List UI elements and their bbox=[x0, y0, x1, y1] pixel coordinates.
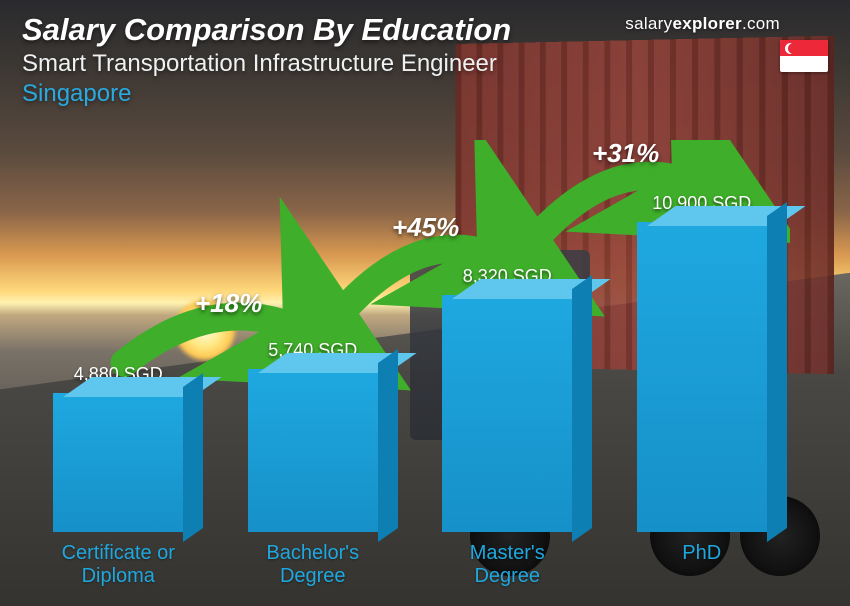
bar-3: 10,900 SGD bbox=[614, 193, 791, 532]
bar-2: 8,320 SGD bbox=[419, 266, 596, 532]
labels-container: Certificate orDiploma Bachelor'sDegree Mas… bbox=[30, 542, 790, 588]
chart-subtitle: Smart Transportation Infrastructure Engi… bbox=[22, 50, 828, 78]
brand-prefix: salary bbox=[625, 14, 672, 33]
bar-shape bbox=[442, 295, 572, 532]
category-label: Bachelor'sDegree bbox=[225, 542, 402, 588]
category-label: Certificate orDiploma bbox=[30, 542, 207, 588]
category-label: PhD bbox=[614, 542, 791, 588]
bar-1: 5,740 SGD bbox=[225, 340, 402, 532]
brand-logo: salaryexplorer.com bbox=[625, 14, 780, 34]
singapore-flag-icon bbox=[780, 40, 828, 72]
increase-pct: +45% bbox=[392, 212, 459, 243]
category-label: Master'sDegree bbox=[419, 542, 596, 588]
bar-0: 4,880 SGD bbox=[30, 364, 207, 532]
increase-pct: +18% bbox=[195, 288, 262, 319]
bars-container: 4,880 SGD5,740 SGD8,320 SGD10,900 SGD bbox=[30, 140, 790, 532]
bar-shape bbox=[637, 222, 767, 532]
bar-shape bbox=[248, 369, 378, 532]
chart-location: Singapore bbox=[22, 80, 828, 108]
brand-bold: explorer bbox=[672, 14, 742, 33]
bar-chart: 4,880 SGD5,740 SGD8,320 SGD10,900 SGD Ce… bbox=[30, 140, 790, 588]
bar-shape bbox=[53, 393, 183, 532]
brand-suffix: .com bbox=[742, 14, 780, 33]
increase-pct: +31% bbox=[592, 138, 659, 169]
